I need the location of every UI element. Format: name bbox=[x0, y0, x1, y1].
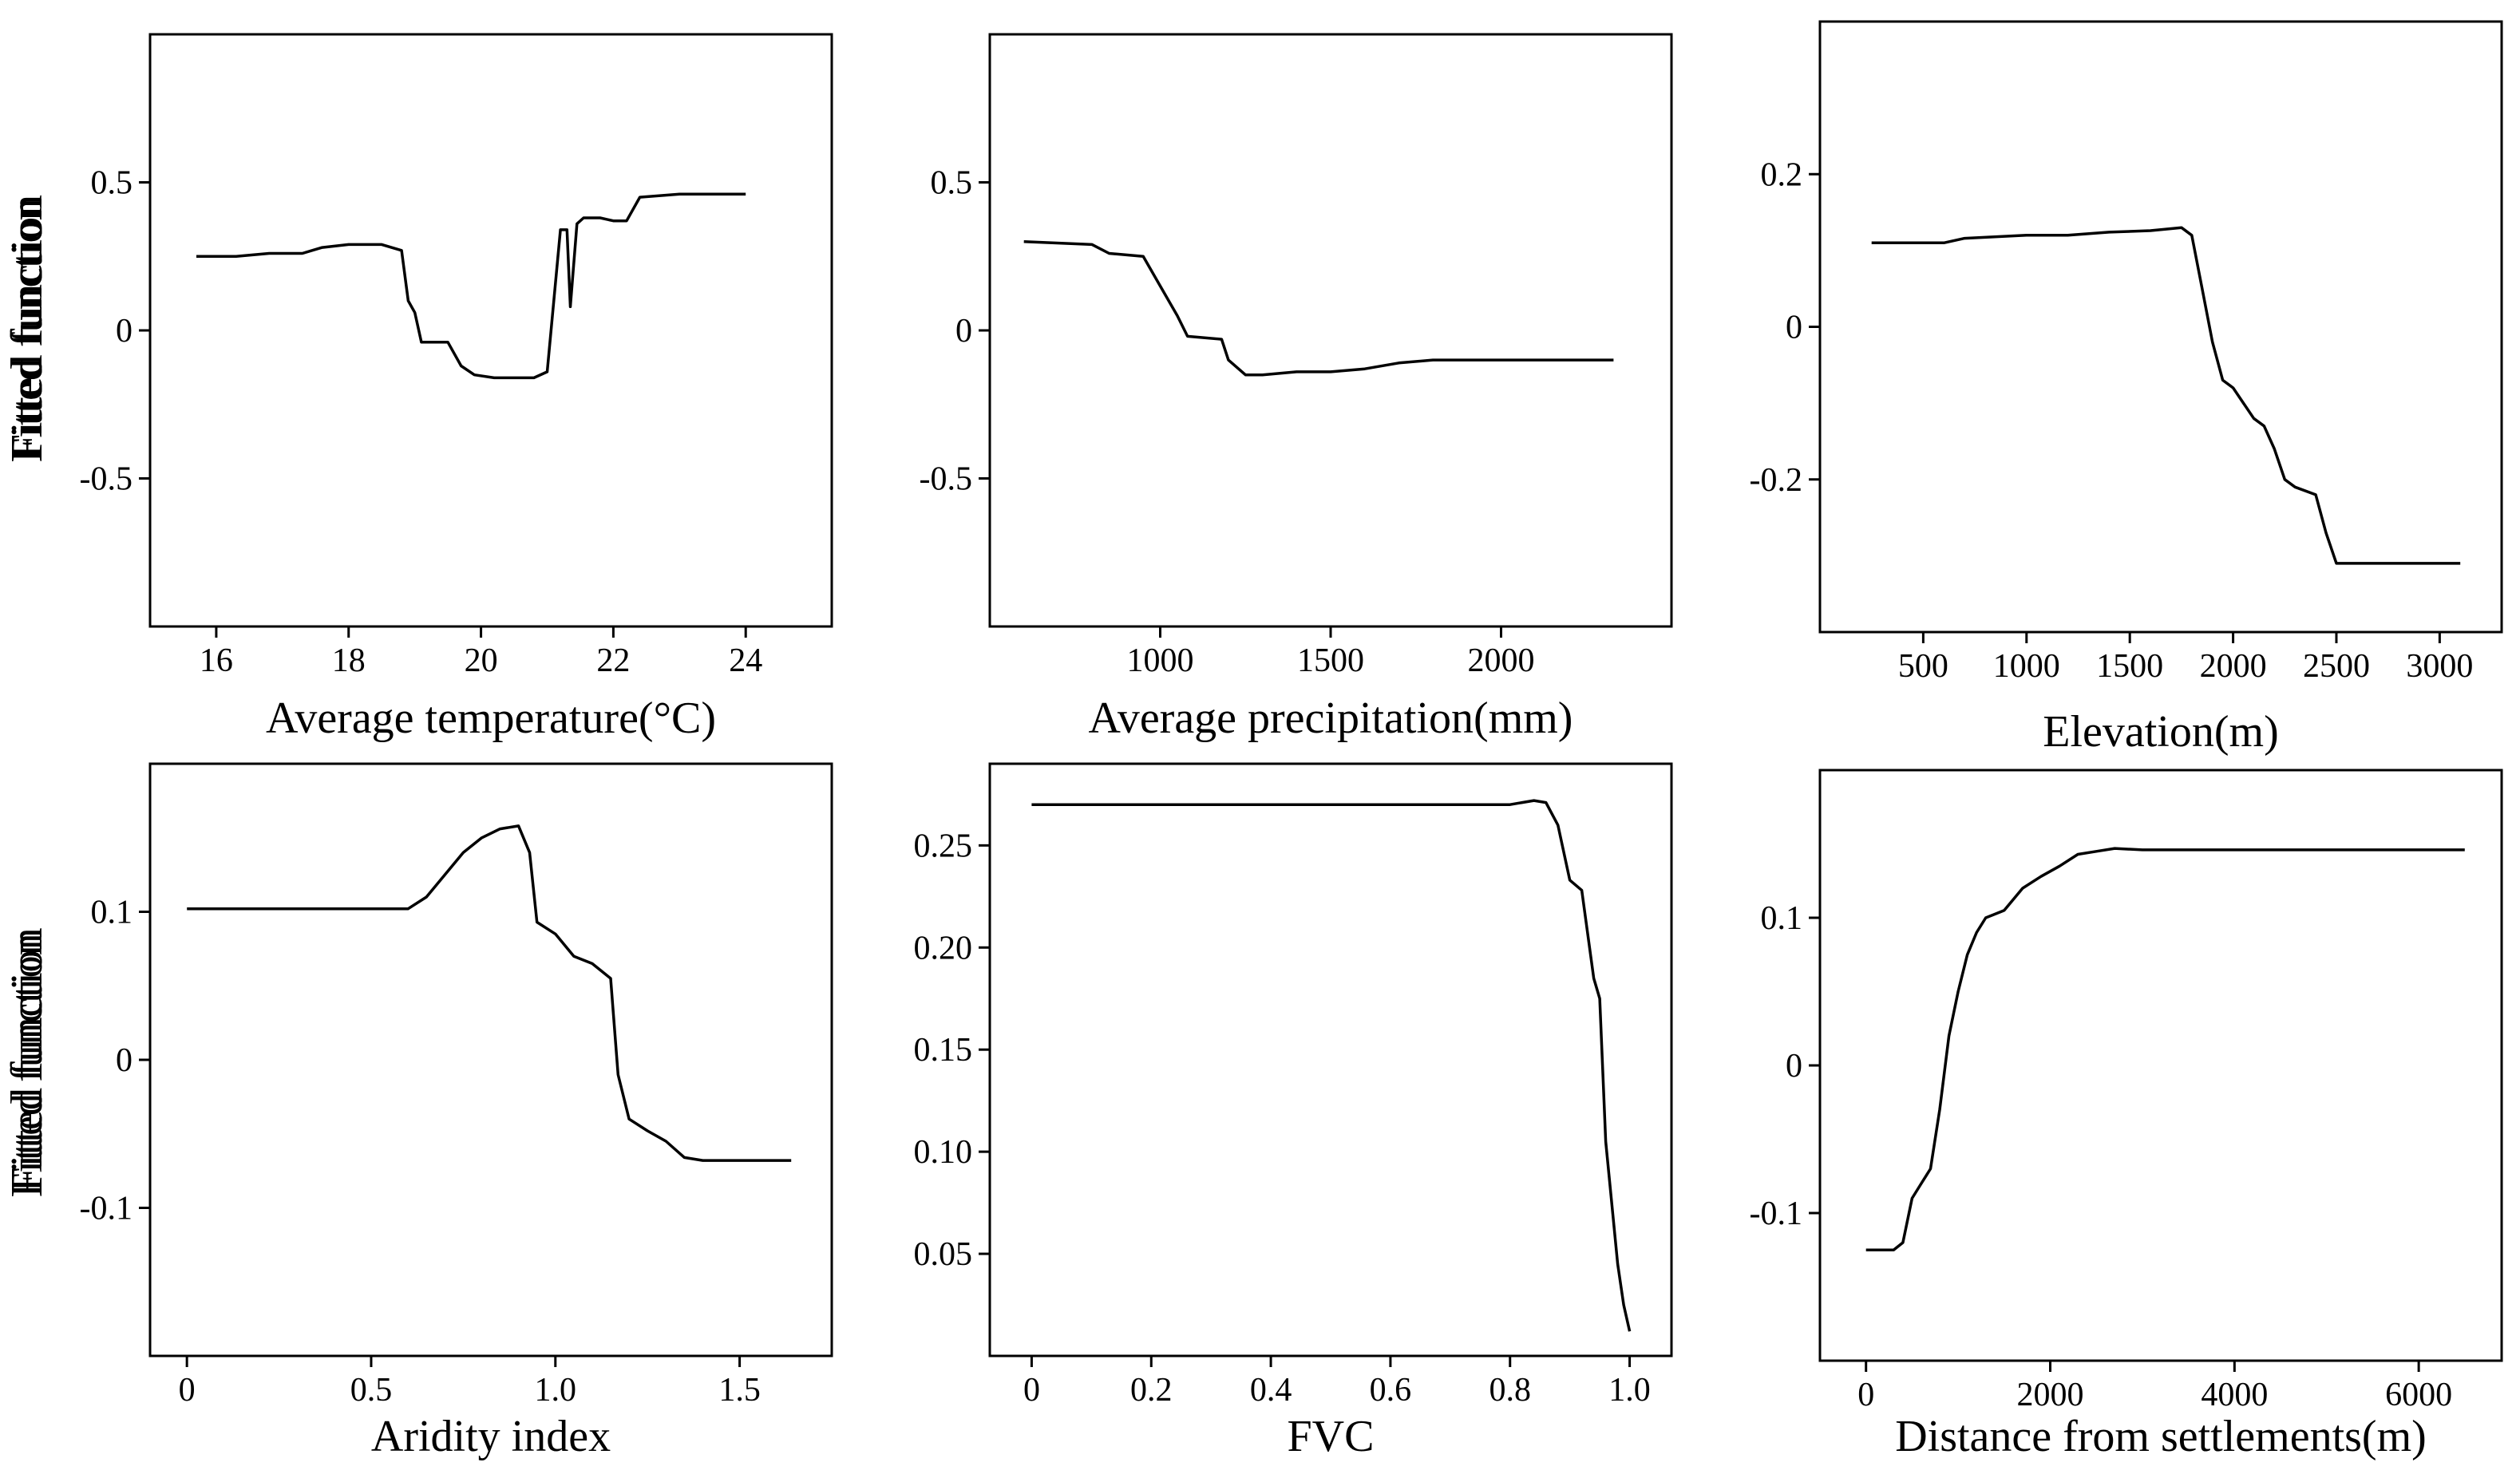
series-line bbox=[1023, 239, 1614, 377]
y-tick-label: 0 bbox=[1786, 310, 1802, 346]
chart-panel-2: 1000 1500 2000 -0.5 0 0.5 Average precipitatio… bbox=[2, 33, 1673, 743]
y-tick-label: 0.1 bbox=[1761, 900, 1803, 937]
x-tick-label: 1500 bbox=[2096, 648, 2163, 685]
x-tick-label: 4000 bbox=[2201, 1377, 2268, 1413]
y-tick-label: 0 bbox=[955, 313, 972, 350]
x-tick-label: 16 bbox=[200, 642, 233, 679]
y-tick-label: 0.15 bbox=[914, 1032, 973, 1069]
x-tick-label: 2000 bbox=[2200, 648, 2267, 685]
y-tick-label: 0 bbox=[116, 1042, 133, 1079]
y-axis-title: Fitted function bbox=[2, 933, 52, 1197]
x-axis-title: Elevation(m) bbox=[2043, 707, 2278, 757]
x-axis-title: Distance from settlements(m) bbox=[1895, 1412, 2427, 1461]
y-axis-title: Fitted function bbox=[2, 927, 52, 1192]
x-tick-label: 0.5 bbox=[350, 1372, 393, 1409]
y-tick-label: 0.05 bbox=[914, 1236, 973, 1273]
chart-panel-5: 0 0.2 0.4 0.6 0.8 1.00.050.100.150.200.25FVCF… bbox=[2, 762, 1673, 1461]
chart-panel-4: 0 0.5 1.0 1.5 -0.1 0 0.1 Aridity index Fitted fu… bbox=[2, 762, 833, 1461]
x-tick-label: 0.6 bbox=[1370, 1372, 1412, 1409]
plot-frame bbox=[1818, 769, 2503, 1362]
series-line bbox=[1865, 847, 2465, 1252]
y-tick-label: 0.20 bbox=[914, 930, 973, 966]
x-tick-label: 1.5 bbox=[718, 1372, 761, 1409]
y-tick-label: 0 bbox=[1786, 1048, 1802, 1085]
y-tick-label: 0.2 bbox=[1761, 156, 1803, 193]
series-line bbox=[187, 824, 792, 1162]
x-tick-label: 6000 bbox=[2385, 1377, 2452, 1413]
chart-panel-6: 0 2000 4000 6000 -0.1 0 0.1 Distance from settl… bbox=[2, 769, 2503, 1461]
x-tick-label: 1000 bbox=[1993, 648, 2060, 685]
x-tick-label: 20 bbox=[465, 642, 498, 679]
x-tick-label: 3000 bbox=[2406, 648, 2473, 685]
x-tick-label: 2000 bbox=[1468, 642, 1535, 679]
plot-frame bbox=[1818, 20, 2503, 634]
chart-panel-3: 500 1000 1500 2000 2500 3000-0.200.2Elevation… bbox=[2, 20, 2503, 757]
y-tick-label: 0 bbox=[116, 313, 133, 350]
y-tick-label: -0.5 bbox=[80, 461, 133, 498]
x-tick-label: 0.2 bbox=[1130, 1372, 1173, 1409]
series-line bbox=[196, 192, 746, 380]
x-axis-title: Aridity index bbox=[371, 1412, 611, 1461]
x-tick-label: 2000 bbox=[2017, 1377, 2084, 1413]
x-axis-title: FVC bbox=[1288, 1412, 1375, 1461]
plot-frame bbox=[148, 33, 833, 628]
y-tick-label: 0.1 bbox=[91, 895, 133, 931]
x-tick-label: 22 bbox=[596, 642, 630, 679]
x-tick-label: 0 bbox=[179, 1372, 196, 1409]
x-tick-label: 500 bbox=[1898, 648, 1948, 685]
y-tick-label: -0.5 bbox=[920, 461, 973, 498]
x-tick-label: 24 bbox=[729, 642, 762, 679]
plot-frame bbox=[148, 762, 833, 1358]
y-tick-label: 0.25 bbox=[914, 828, 973, 864]
x-tick-label: 1500 bbox=[1297, 642, 1364, 679]
y-tick-label: -0.1 bbox=[80, 1191, 133, 1227]
chart-panel-1: 16 18 20 22 24 -0.5 0 0.5 Average temperature(°C… bbox=[2, 33, 833, 743]
y-axis-title: Fitted function bbox=[2, 927, 52, 1192]
x-tick-label: 2500 bbox=[2303, 648, 2370, 685]
y-tick-label: 0.10 bbox=[914, 1134, 973, 1171]
y-axis-title: Fitted function bbox=[2, 198, 52, 462]
plot-frame bbox=[988, 33, 1673, 628]
x-axis-title: Average temperature(°C) bbox=[266, 694, 716, 743]
x-tick-label: 0.8 bbox=[1489, 1372, 1531, 1409]
x-axis-title: Average precipitation(mm) bbox=[1089, 694, 1573, 743]
series-line bbox=[1031, 799, 1632, 1332]
x-tick-label: 18 bbox=[332, 642, 366, 679]
x-tick-label: 1000 bbox=[1127, 642, 1194, 679]
x-tick-label: 0.4 bbox=[1250, 1372, 1292, 1409]
y-axis-title: Fitted function bbox=[2, 195, 52, 459]
y-tick-label: 0.5 bbox=[91, 165, 133, 202]
x-tick-label: 0 bbox=[1023, 1372, 1040, 1409]
y-tick-label: 0.5 bbox=[931, 165, 973, 202]
x-tick-label: 0 bbox=[1857, 1377, 1874, 1413]
series-line bbox=[1871, 226, 2461, 565]
plot-frame bbox=[988, 762, 1673, 1358]
y-axis-title: Fitted function bbox=[2, 198, 52, 462]
y-tick-label: -0.2 bbox=[1750, 462, 1803, 499]
x-tick-label: 1.0 bbox=[535, 1372, 577, 1409]
x-tick-label: 1.0 bbox=[1608, 1372, 1651, 1409]
y-tick-label: -0.1 bbox=[1750, 1195, 1803, 1232]
